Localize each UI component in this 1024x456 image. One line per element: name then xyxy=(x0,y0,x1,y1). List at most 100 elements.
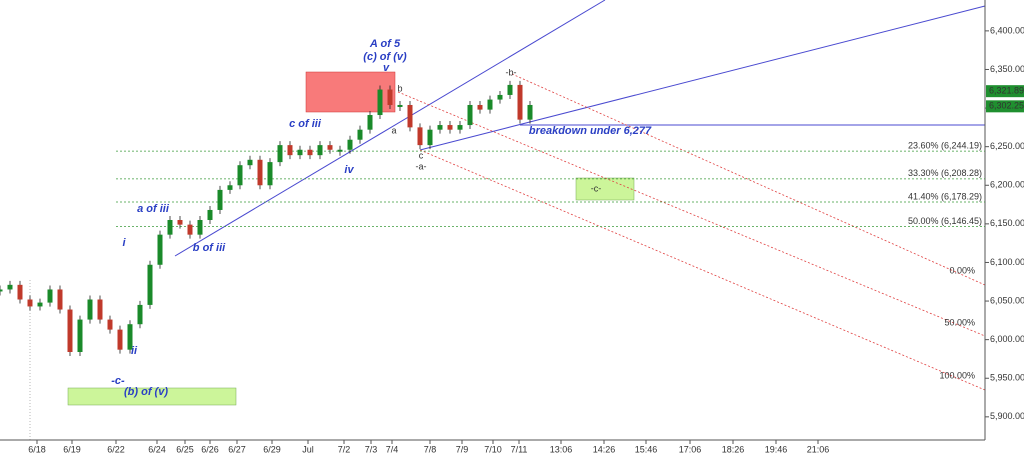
x-tick-label: 6/19 xyxy=(63,444,81,454)
y-tick-label: 6,100.00 xyxy=(990,257,1024,267)
candle xyxy=(97,299,103,320)
candle xyxy=(497,94,503,100)
candle xyxy=(197,220,203,235)
x-tick-label: 7/9 xyxy=(456,444,469,454)
candle xyxy=(117,329,123,350)
x-tick-label: 6/18 xyxy=(28,444,46,454)
candle xyxy=(447,125,453,130)
x-tick-label: 21:06 xyxy=(807,444,830,454)
annotation: i xyxy=(122,237,126,249)
candle xyxy=(357,129,363,140)
x-tick-label: 15:46 xyxy=(635,444,658,454)
candle xyxy=(287,145,293,156)
x-tick-label: 7/4 xyxy=(386,444,399,454)
x-tick-label: 7/2 xyxy=(338,444,351,454)
annotation: c of iii xyxy=(289,118,322,130)
annotation: A of 5 xyxy=(369,38,401,50)
y-tick-label: 6,150.00 xyxy=(990,218,1024,228)
x-tick-label: 7/8 xyxy=(424,444,437,454)
annotation: breakdown under 6,277 xyxy=(529,125,652,137)
x-tick-label: 7/10 xyxy=(484,444,502,454)
candle xyxy=(317,145,323,156)
candle xyxy=(87,299,93,320)
x-tick-label: 6/24 xyxy=(148,444,166,454)
annotation: b xyxy=(397,83,402,93)
candle xyxy=(167,220,173,235)
y-tick-label: 6,400.00 xyxy=(990,25,1024,35)
y-tick-label: 6,050.00 xyxy=(990,295,1024,305)
fib-label: 41.40% (6,178.29) xyxy=(908,191,982,201)
candle xyxy=(67,309,73,352)
candle xyxy=(337,149,343,152)
x-tick-label: 19:46 xyxy=(765,444,788,454)
annotation: -c- xyxy=(591,183,602,193)
fib-label: 23.60% (6,244.19) xyxy=(908,141,982,151)
candle xyxy=(387,89,393,105)
x-tick-label: 6/26 xyxy=(201,444,219,454)
candle xyxy=(327,145,333,150)
annotation: -b- xyxy=(506,67,517,77)
candle xyxy=(57,289,63,310)
candle xyxy=(367,115,373,130)
candle xyxy=(457,125,463,130)
candle xyxy=(487,99,493,110)
candle xyxy=(507,84,513,95)
x-tick-label: 6/22 xyxy=(107,444,125,454)
annotation: (c) of (v) xyxy=(363,51,407,63)
annotation: v xyxy=(383,62,390,74)
annotation: a xyxy=(391,125,396,135)
candle xyxy=(157,234,163,265)
candle xyxy=(247,159,253,166)
candle xyxy=(437,125,443,130)
x-tick-label: 7/3 xyxy=(365,444,378,454)
candle xyxy=(107,319,113,330)
candle xyxy=(27,299,33,307)
candle xyxy=(227,185,233,190)
fib-label: 50.00% (6,146.45) xyxy=(908,216,982,226)
candle xyxy=(257,159,263,186)
target-zone xyxy=(575,177,635,201)
x-tick-label: 6/25 xyxy=(176,444,194,454)
x-tick-label: 6/27 xyxy=(228,444,246,454)
price-tag-label: 6,302.25 xyxy=(989,101,1024,111)
candle xyxy=(47,289,53,303)
candle xyxy=(517,84,523,120)
candle xyxy=(7,284,13,290)
y-tick-label: 6,250.00 xyxy=(990,141,1024,151)
candle xyxy=(77,319,83,352)
candle xyxy=(207,209,213,220)
candle xyxy=(397,104,403,107)
y-tick-label: 5,950.00 xyxy=(990,373,1024,383)
candle xyxy=(467,104,473,126)
candle xyxy=(137,304,143,325)
x-tick-label: Jul xyxy=(302,444,314,454)
channel-label: 50.00% xyxy=(944,317,975,327)
y-tick-label: 6,200.00 xyxy=(990,180,1024,190)
annotation: b of iii xyxy=(193,242,226,254)
price-tag xyxy=(986,100,1024,113)
candle xyxy=(127,324,133,350)
annotation: iv xyxy=(344,164,354,176)
candle xyxy=(37,302,43,307)
candle xyxy=(177,220,183,225)
candle xyxy=(0,289,3,292)
annotation: -c- xyxy=(111,375,125,387)
price-tag xyxy=(986,85,1024,98)
x-tick-label: 17:06 xyxy=(679,444,702,454)
trend-line xyxy=(174,0,606,257)
candle xyxy=(147,264,153,305)
annotation: c xyxy=(419,150,424,160)
x-tick-label: 13:06 xyxy=(550,444,573,454)
y-tick-label: 6,350.00 xyxy=(990,64,1024,74)
candle xyxy=(407,104,413,128)
candle xyxy=(17,284,23,300)
candle xyxy=(217,189,223,210)
support-zone xyxy=(67,387,237,406)
candle xyxy=(527,104,533,120)
annotation: -a- xyxy=(416,161,427,171)
annotation: a of iii xyxy=(137,203,170,215)
channel-label: 100.00% xyxy=(939,370,975,380)
x-tick-label: 6/29 xyxy=(263,444,281,454)
candle xyxy=(277,145,283,163)
